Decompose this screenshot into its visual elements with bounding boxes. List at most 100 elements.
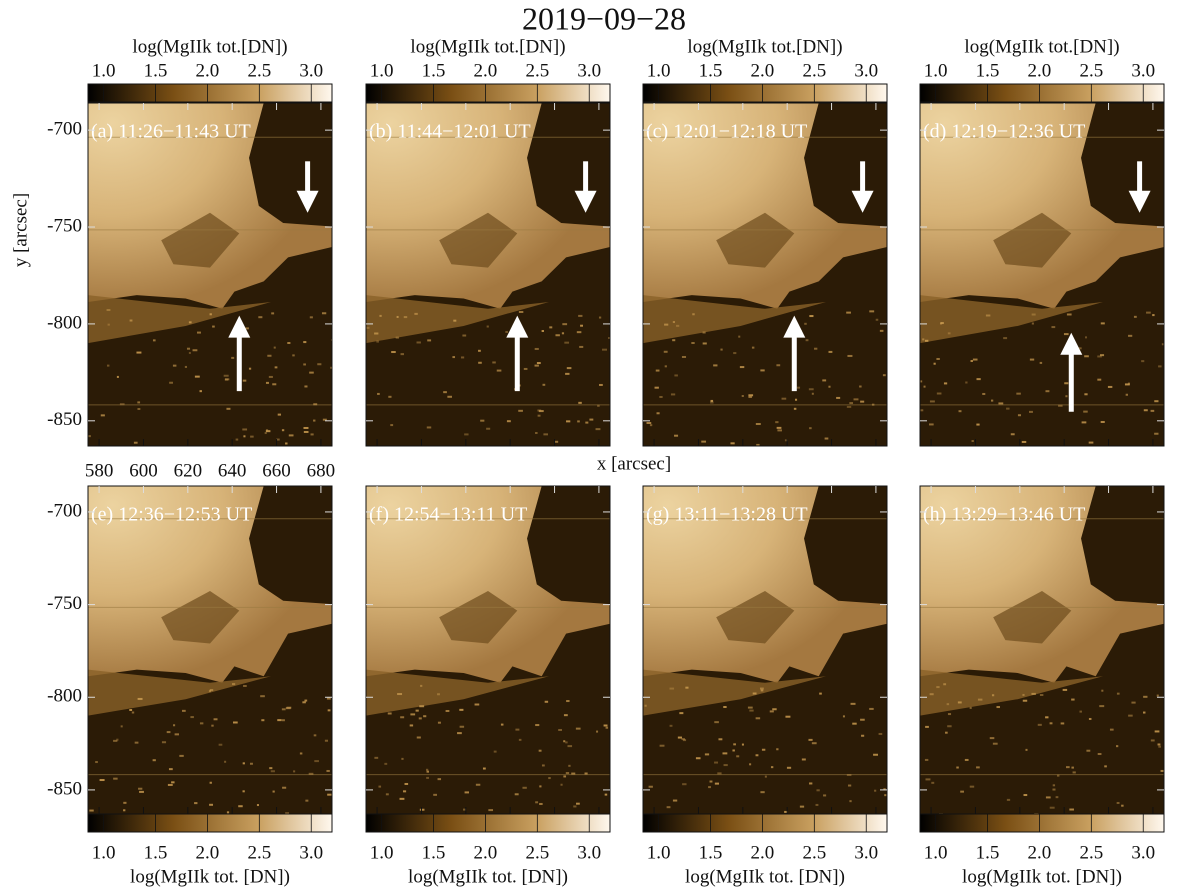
colorbar-tick-label: 2.0 — [1028, 60, 1052, 81]
speckle — [387, 712, 392, 715]
speckle — [772, 708, 777, 711]
speckle — [399, 797, 405, 800]
speckle — [443, 391, 447, 394]
loop-dark — [161, 590, 240, 644]
colorbar-tick-label: 1.0 — [92, 842, 116, 863]
speckle — [548, 777, 551, 780]
speckle — [991, 399, 994, 402]
speckle — [943, 382, 948, 385]
speckle — [815, 803, 819, 806]
speckle — [282, 786, 287, 789]
speckle — [179, 754, 184, 757]
speckle — [691, 342, 695, 345]
speckle — [437, 721, 441, 724]
speckle — [106, 309, 111, 312]
speckle — [929, 400, 935, 403]
colorbar-tick-label: 3.0 — [577, 842, 601, 863]
speckle — [256, 804, 260, 807]
speckle — [272, 790, 275, 793]
speckle — [674, 374, 678, 377]
speckle — [849, 402, 854, 405]
speckle — [976, 766, 980, 769]
speckle — [235, 438, 239, 441]
speckle — [1084, 393, 1088, 396]
speckle — [1065, 395, 1068, 398]
plume — [643, 669, 826, 716]
speckle — [991, 694, 995, 697]
speckle — [1039, 361, 1043, 364]
speckle — [211, 724, 214, 727]
speckle — [1104, 765, 1107, 768]
speckle — [808, 388, 814, 391]
speckle — [303, 363, 306, 366]
speckle — [285, 442, 288, 445]
speckle — [869, 707, 874, 710]
speckle — [379, 314, 382, 317]
speckle — [285, 812, 289, 814]
speckle — [539, 802, 543, 805]
speckle — [1107, 385, 1113, 388]
speckle — [755, 717, 761, 720]
speckle — [1066, 313, 1072, 316]
speckle — [464, 791, 469, 794]
speckle — [1154, 730, 1160, 733]
speckle — [137, 697, 143, 700]
speckle — [133, 441, 138, 444]
x-tick-label: 680 — [307, 460, 336, 481]
speckle — [595, 428, 601, 431]
image — [920, 486, 1164, 814]
speckle — [566, 700, 570, 703]
speckle — [1017, 414, 1022, 417]
colorbar-tick-label: 2.0 — [1028, 842, 1052, 863]
speckle — [113, 739, 118, 742]
speckle — [534, 347, 539, 350]
y-tick-label: -750 — [47, 215, 82, 236]
speckle — [184, 365, 188, 368]
speckle — [281, 719, 285, 722]
speckle — [1086, 749, 1091, 752]
speckle — [1100, 354, 1105, 357]
colorbar-tick-label: 3.0 — [299, 60, 323, 81]
speckle — [274, 366, 278, 369]
speckle — [482, 767, 486, 770]
speckle — [463, 808, 467, 811]
speckle — [199, 390, 202, 393]
speckle — [846, 405, 852, 408]
plume — [643, 295, 826, 344]
speckle — [480, 419, 485, 422]
speckle — [258, 316, 263, 319]
speckle — [518, 409, 523, 412]
speckle — [853, 398, 859, 401]
speckle — [1022, 693, 1025, 696]
colorbar-tick-label: 2.5 — [247, 60, 271, 81]
speckle — [654, 386, 659, 389]
speckle — [384, 762, 388, 765]
speckle — [920, 409, 924, 412]
speckle — [958, 410, 962, 413]
speckle — [1116, 692, 1120, 695]
speckle — [374, 756, 379, 759]
x-tick-label: 640 — [218, 460, 247, 481]
speckle — [793, 407, 797, 410]
speckle — [99, 779, 105, 782]
speckle — [884, 794, 887, 797]
speckle — [414, 312, 418, 315]
colorbar-tick-label: 3.0 — [299, 842, 323, 863]
speckle — [695, 757, 701, 760]
speckle — [425, 768, 429, 771]
speckle — [378, 785, 382, 788]
speckle — [137, 401, 141, 404]
speckle — [998, 402, 1004, 405]
colorbar-label: log(MgIIk tot.[DN]) — [687, 36, 842, 57]
speckle — [1157, 743, 1161, 746]
speckle — [1003, 337, 1008, 340]
speckle — [377, 392, 380, 395]
speckle — [1052, 784, 1056, 787]
speckle — [313, 403, 318, 406]
speckle — [741, 394, 744, 397]
speckle — [542, 383, 546, 386]
speckle — [809, 782, 813, 785]
solar-disk — [920, 486, 1164, 683]
speckle — [1060, 722, 1065, 725]
